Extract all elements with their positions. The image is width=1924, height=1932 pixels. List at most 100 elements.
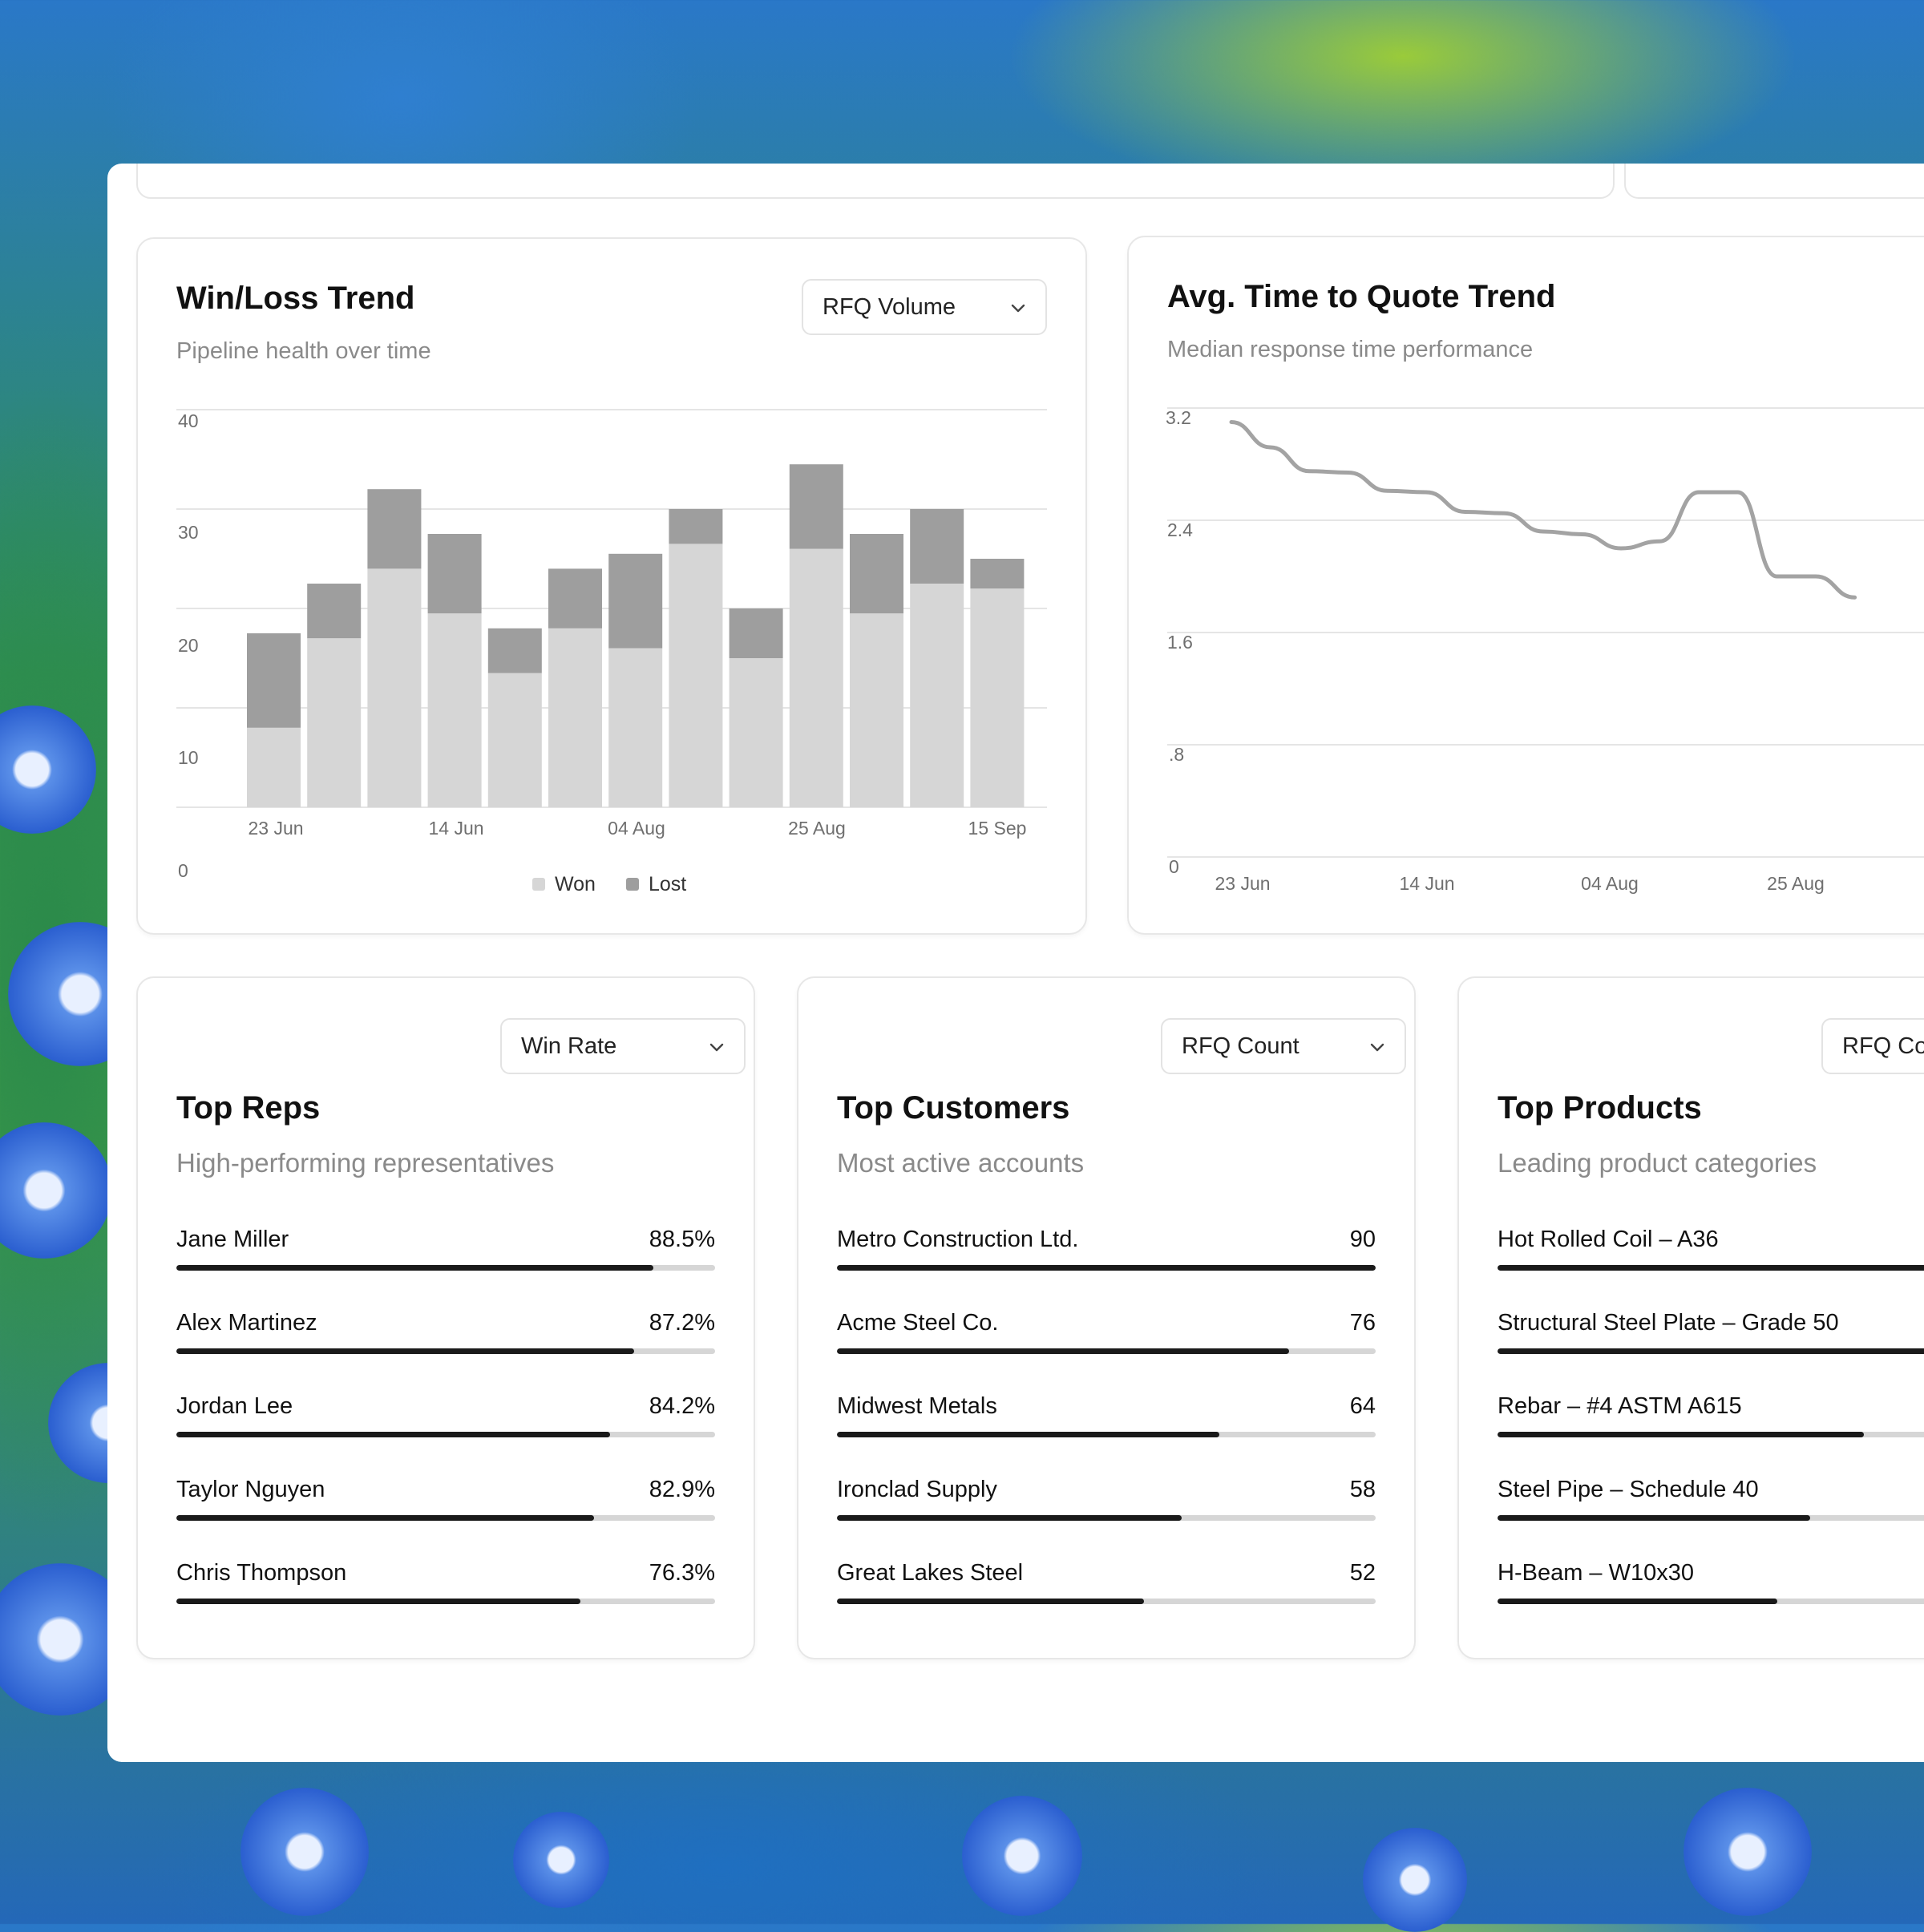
card-title: Avg. Time to Quote Trend	[1167, 279, 1556, 314]
progress-fill	[837, 1265, 1376, 1271]
progress-fill	[1498, 1348, 1924, 1354]
progress-track	[1498, 1432, 1924, 1437]
bar-lost	[548, 568, 602, 629]
progress-fill	[837, 1599, 1145, 1604]
item-name: H-Beam – W10x30	[1498, 1560, 1694, 1586]
chevron-down-icon	[1011, 304, 1025, 313]
list-item[interactable]: Hot Rolled Coil – A36	[1498, 1227, 1924, 1310]
list-item[interactable]: Acme Steel Co. 76	[837, 1310, 1376, 1393]
progress-track	[176, 1265, 715, 1271]
progress-track	[837, 1265, 1376, 1271]
list-item[interactable]: Midwest Metals 64	[837, 1393, 1376, 1477]
progress-track	[1498, 1599, 1924, 1604]
bar-won	[247, 727, 301, 807]
bar-lost	[669, 509, 723, 544]
item-value: 76.3%	[649, 1560, 715, 1586]
item-name: Metro Construction Ltd.	[837, 1227, 1079, 1252]
list-item[interactable]: Rebar – #4 ASTM A615	[1498, 1393, 1924, 1477]
rank-list: Metro Construction Ltd. 90 Acme Steel Co. 7…	[837, 1227, 1376, 1643]
metric-dropdown[interactable]: RFQ Count	[1161, 1018, 1406, 1074]
top-products-card: RFQ Count Top Products Leading product c…	[1457, 976, 1924, 1659]
progress-track	[837, 1599, 1376, 1604]
list-item[interactable]: Steel Pipe – Schedule 40	[1498, 1477, 1924, 1560]
bar-won	[548, 628, 602, 807]
item-name: Rebar – #4 ASTM A615	[1498, 1393, 1742, 1419]
card-subtitle: Median response time performance	[1167, 337, 1534, 362]
background-flower	[1684, 1788, 1812, 1916]
bar-lost	[307, 584, 362, 639]
metric-dropdown[interactable]: RFQ Count	[1821, 1018, 1924, 1074]
x-tick-label: 15 Sep	[968, 818, 1027, 839]
list-item[interactable]: Jane Miller 88.5%	[176, 1227, 715, 1310]
list-item[interactable]: Metro Construction Ltd. 90	[837, 1227, 1376, 1310]
item-name: Structural Steel Plate – Grade 50	[1498, 1310, 1839, 1336]
bar-lost	[367, 489, 422, 569]
top-customers-card: RFQ Count Top Customers Most active acco…	[797, 976, 1416, 1659]
legend-swatch-won	[532, 878, 545, 891]
bar-lost	[729, 608, 783, 658]
dropdown-value: RFQ Count	[1842, 1033, 1924, 1059]
bar-won	[970, 588, 1025, 807]
item-value: 58	[1349, 1477, 1376, 1502]
win-loss-card: Win/Loss Trend Pipeline health over time…	[136, 237, 1087, 935]
rank-list: Hot Rolled Coil – A36 Structural Steel Pl…	[1498, 1227, 1924, 1643]
item-value: 84.2%	[649, 1393, 715, 1419]
list-item[interactable]: Taylor Nguyen 82.9%	[176, 1477, 715, 1560]
progress-fill	[176, 1348, 635, 1354]
item-name: Acme Steel Co.	[837, 1310, 999, 1336]
metric-dropdown[interactable]: RFQ Volume	[802, 279, 1047, 335]
y-tick-label: 1.6	[1167, 632, 1193, 653]
time-to-quote-chart: 3.2 2.4 1.6 .8 0 23 Jun 14 Jun 04 Aug 25…	[1166, 407, 1924, 894]
item-name: Ironclad Supply	[837, 1477, 997, 1502]
bar-lost	[910, 509, 964, 584]
progress-track	[176, 1432, 715, 1437]
progress-fill	[837, 1348, 1290, 1354]
list-item[interactable]: Alex Martinez 87.2%	[176, 1310, 715, 1393]
progress-fill	[1498, 1432, 1864, 1437]
item-name: Hot Rolled Coil – A36	[1498, 1227, 1719, 1252]
card-title: Win/Loss Trend	[176, 281, 415, 316]
progress-fill	[176, 1515, 594, 1521]
list-item[interactable]: Great Lakes Steel 52	[837, 1560, 1376, 1643]
bar-won	[789, 548, 843, 807]
list-item[interactable]: Chris Thompson 76.3%	[176, 1560, 715, 1643]
metric-dropdown[interactable]: Win Rate	[500, 1018, 746, 1074]
bar-won	[367, 568, 422, 807]
list-item[interactable]: H-Beam – W10x30	[1498, 1560, 1924, 1643]
top-card-stub	[1624, 164, 1924, 199]
y-tick-label: 0	[178, 860, 188, 881]
x-tick-label: 04 Aug	[1581, 873, 1639, 894]
chevron-down-icon	[709, 1043, 724, 1052]
bar-lost	[789, 464, 843, 549]
x-tick-label: 25 Aug	[1767, 873, 1825, 894]
bar-won	[427, 613, 482, 807]
dropdown-value: Win Rate	[521, 1033, 617, 1059]
y-tick-label: 2.4	[1167, 519, 1193, 540]
bar-lost	[850, 534, 903, 614]
progress-track	[837, 1432, 1376, 1437]
progress-fill	[176, 1599, 580, 1604]
bar-won	[307, 638, 362, 807]
progress-fill	[837, 1515, 1182, 1521]
list-item[interactable]: Jordan Lee 84.2%	[176, 1393, 715, 1477]
list-item[interactable]: Ironclad Supply 58	[837, 1477, 1376, 1560]
background-flower	[240, 1788, 369, 1916]
background-flower	[1363, 1828, 1467, 1932]
item-value: 90	[1349, 1227, 1376, 1252]
list-item[interactable]: Structural Steel Plate – Grade 50	[1498, 1310, 1924, 1393]
progress-fill	[1498, 1515, 1810, 1521]
item-name: Midwest Metals	[837, 1393, 997, 1419]
y-tick-label: 20	[178, 635, 199, 656]
bar-won	[669, 544, 723, 807]
progress-fill	[837, 1432, 1220, 1437]
progress-fill	[1498, 1599, 1778, 1604]
x-tick-label: 14 Jun	[428, 818, 483, 839]
item-value: 76	[1349, 1310, 1376, 1336]
item-name: Chris Thompson	[176, 1560, 347, 1586]
item-name: Taylor Nguyen	[176, 1477, 325, 1502]
progress-track	[1498, 1515, 1924, 1521]
x-tick-label: 14 Jun	[1399, 873, 1454, 894]
y-tick-label: 30	[178, 522, 199, 543]
x-tick-label: 23 Jun	[1215, 873, 1270, 894]
x-tick-label: 25 Aug	[788, 818, 846, 839]
